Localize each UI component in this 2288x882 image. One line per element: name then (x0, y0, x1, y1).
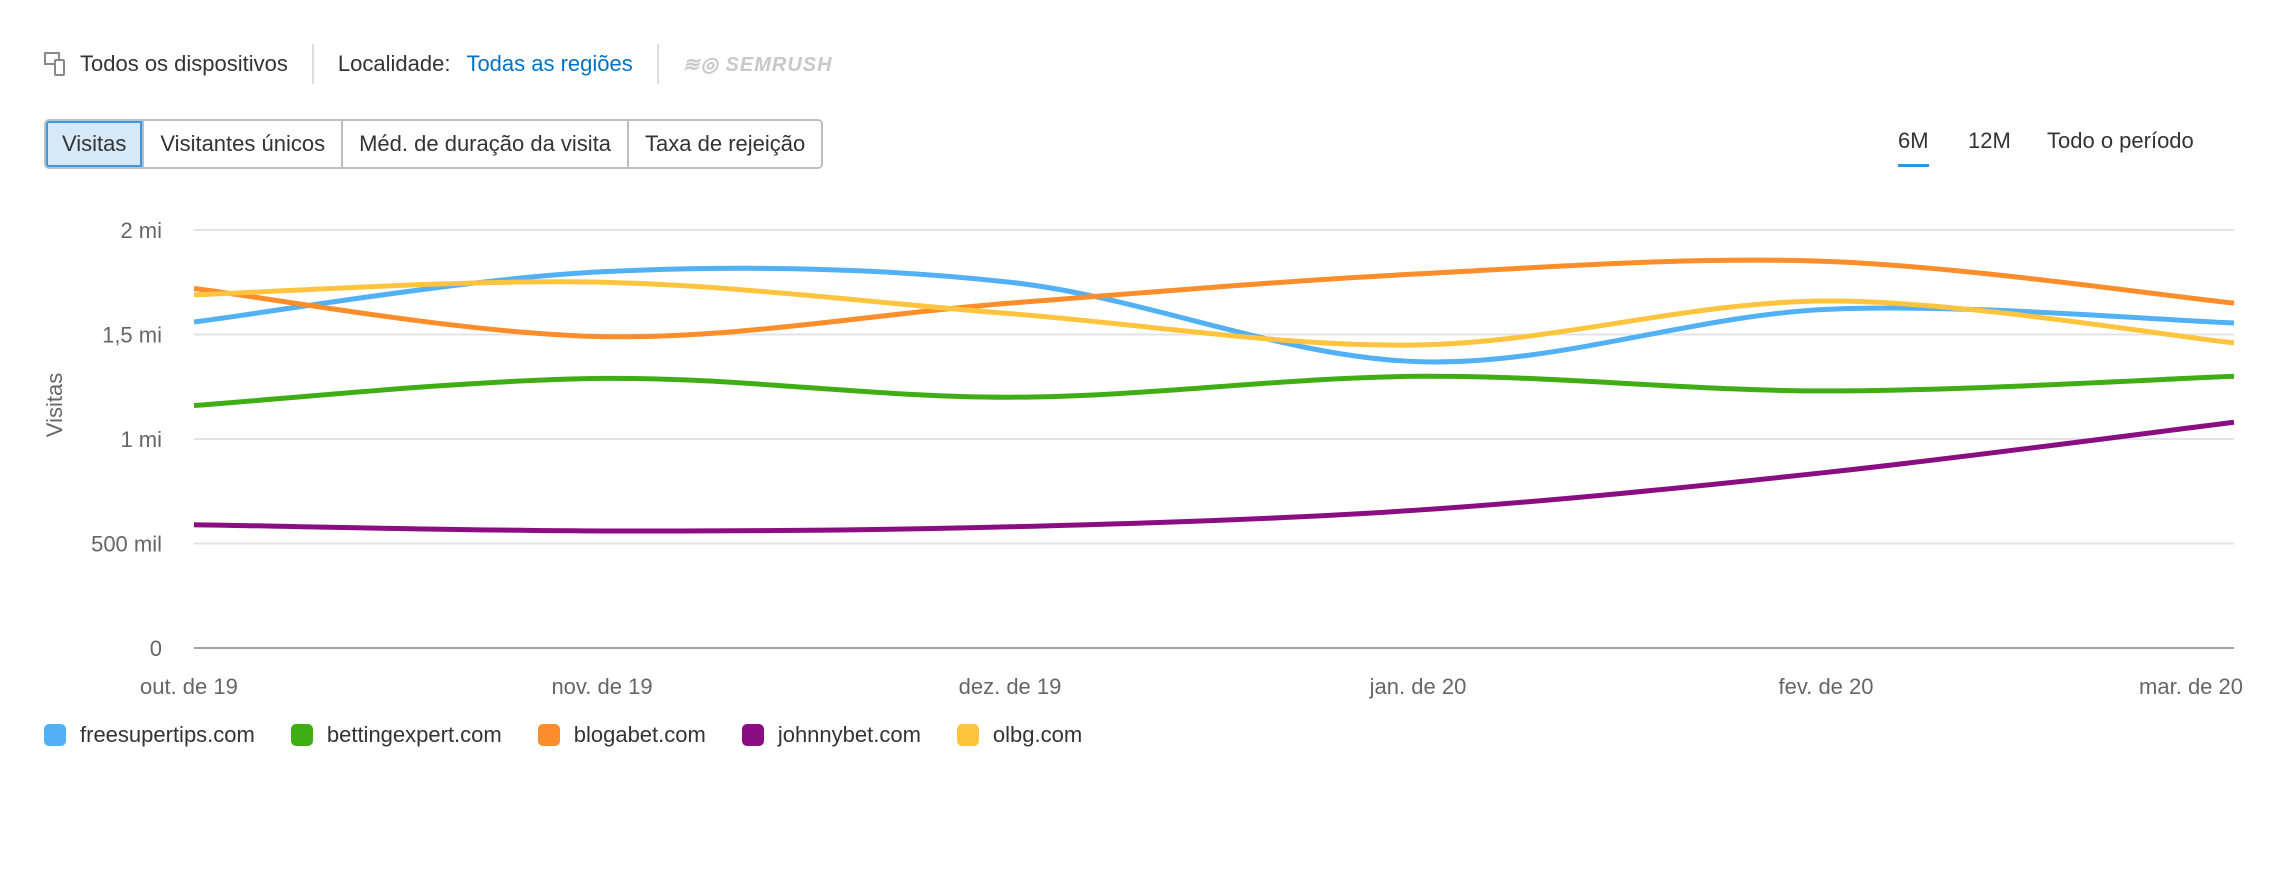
y-axis-label: Visitas (42, 373, 67, 437)
tab-visitantes-unicos[interactable]: Visitantes únicos (142, 121, 342, 167)
series-line-bettingexpert-com (193, 373, 2235, 409)
legend: freesupertips.com bettingexpert.com blogab… (44, 722, 1118, 748)
locality-selector[interactable]: Todas as regiões (466, 51, 633, 76)
series-line-olbg-com (193, 279, 2235, 348)
y-tick-label: 1,5 mi (102, 323, 162, 348)
legend-item[interactable]: bettingexpert.com (290, 722, 502, 748)
tab-duracao[interactable]: Méd. de duração da visita (341, 121, 628, 167)
y-tick-label: 1 mi (120, 427, 162, 452)
tab-visitas[interactable]: Visitas (46, 121, 143, 167)
period-6m[interactable]: 6M (1898, 128, 1929, 167)
legend-item[interactable]: freesupertips.com (44, 722, 255, 748)
line-chart: 0 500 mil 1 mi 1,5 mi 2 mi Visitas out. de 19 n… (42, 218, 2243, 699)
x-tick-label: jan. de 20 (1369, 674, 1467, 699)
legend-label: johnnybet.com (777, 722, 921, 747)
legend-swatch (537, 724, 560, 746)
series-line-johnnybet-com (193, 419, 2235, 534)
filter-bar: Todos os dispositivos Localidade: Todas … (44, 44, 833, 84)
y-tick-label: 500 mil (91, 532, 162, 557)
series-line-freesupertips-com (193, 265, 2235, 365)
legend-label: bettingexpert.com (326, 722, 502, 747)
legend-item[interactable]: olbg.com (956, 722, 1083, 748)
period-all[interactable]: Todo o período (2047, 128, 2194, 153)
legend-label: freesupertips.com (80, 722, 255, 747)
legend-swatch (290, 724, 313, 746)
series-line-blogabet-com (193, 257, 2235, 340)
legend-swatch (741, 724, 764, 746)
tab-rejeicao[interactable]: Taxa de rejeição (627, 121, 822, 167)
divider (311, 44, 314, 84)
devices-icon (44, 52, 65, 76)
divider (656, 44, 659, 84)
x-tick-label: dez. de 19 (959, 674, 1062, 699)
y-tick-label: 0 (150, 636, 162, 661)
legend-label: blogabet.com (573, 722, 706, 747)
devices-selector[interactable]: Todos os dispositivos (80, 51, 288, 76)
y-tick-label: 2 mi (120, 218, 162, 243)
x-tick-label: nov. de 19 (551, 674, 652, 699)
semrush-logo: ≋◎ SEMRUSH (682, 53, 833, 76)
locality-label: Localidade: (337, 51, 451, 76)
legend-item[interactable]: blogabet.com (537, 722, 706, 748)
x-tick-label: mar. de 20 (2139, 674, 2243, 699)
legend-swatch (44, 724, 66, 746)
x-tick-label: out. de 19 (140, 674, 238, 699)
legend-item[interactable]: johnnybet.com (741, 722, 921, 748)
x-tick-label: fev. de 20 (1779, 674, 1874, 699)
period-12m[interactable]: 12M (1968, 128, 2011, 153)
metric-tabs: Visitas Visitantes únicos Méd. de duraçã… (44, 119, 824, 169)
legend-label: olbg.com (992, 722, 1083, 747)
legend-swatch (956, 724, 979, 746)
